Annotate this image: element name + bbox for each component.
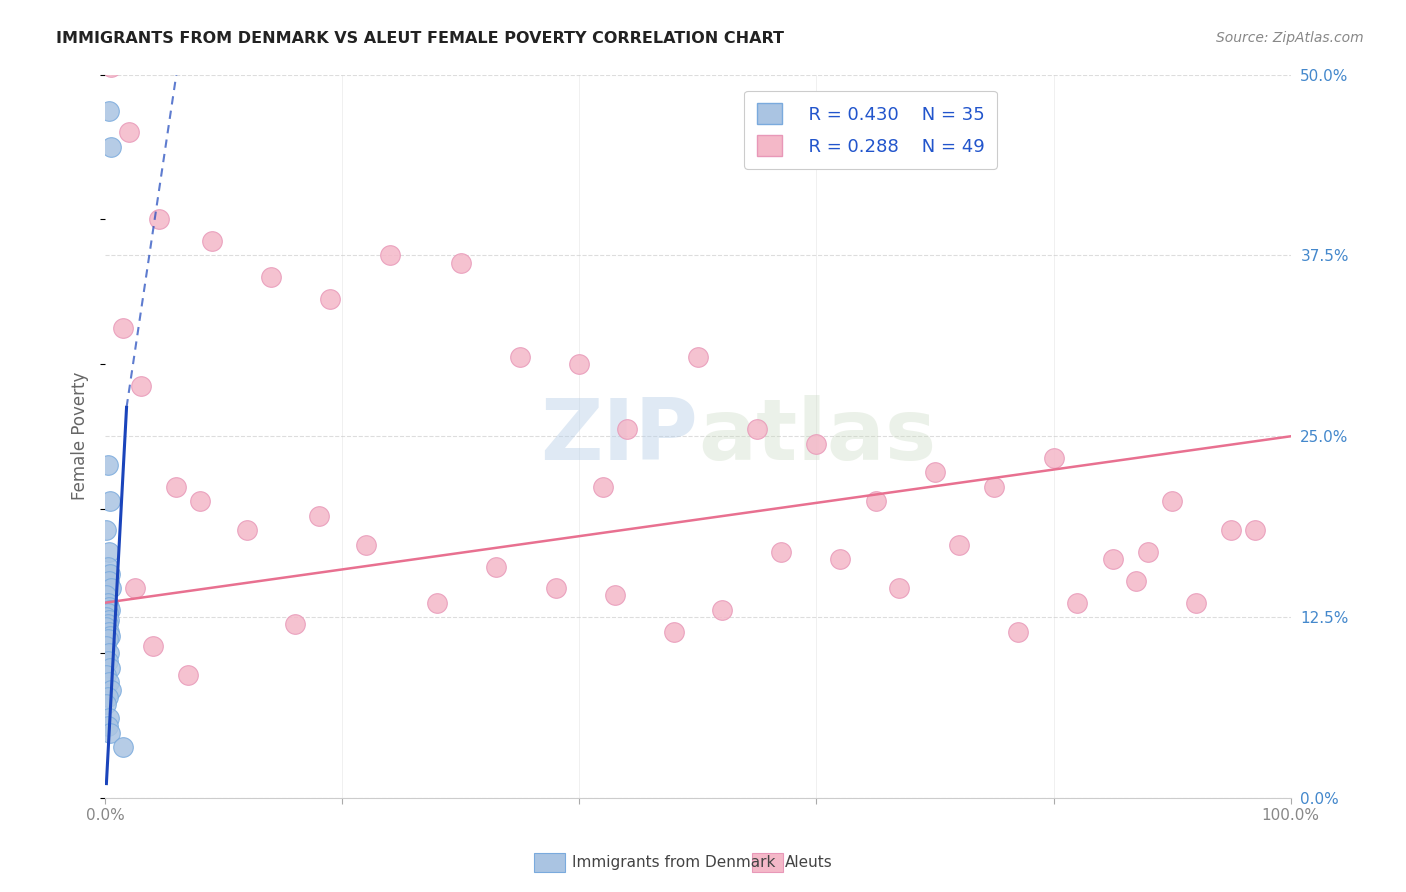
- Point: [308, 508, 330, 523]
- Point: [686, 350, 709, 364]
- Point: [1244, 524, 1267, 538]
- Point: [98, 726, 121, 740]
- Point: [97, 675, 120, 690]
- Legend:   R = 0.430    N = 35,   R = 0.288    N = 49: R = 0.430 N = 35, R = 0.288 N = 49: [744, 91, 997, 169]
- Point: [378, 248, 401, 262]
- Point: [96, 668, 118, 682]
- Text: atlas: atlas: [697, 395, 936, 478]
- Point: [97, 574, 120, 588]
- Text: Aleuts: Aleuts: [785, 855, 832, 870]
- Text: Immigrants from Denmark: Immigrants from Denmark: [572, 855, 776, 870]
- Point: [664, 624, 686, 639]
- Point: [568, 357, 591, 371]
- Point: [747, 422, 769, 436]
- Point: [98, 629, 121, 643]
- Point: [354, 538, 377, 552]
- Point: [1101, 552, 1123, 566]
- Point: [97, 103, 120, 118]
- Point: [100, 60, 122, 74]
- Point: [830, 552, 852, 566]
- Point: [97, 617, 120, 632]
- Point: [319, 292, 342, 306]
- Point: [97, 596, 120, 610]
- Point: [865, 494, 887, 508]
- Point: [96, 639, 118, 653]
- Point: [98, 603, 121, 617]
- Point: [165, 480, 187, 494]
- Point: [948, 538, 970, 552]
- Point: [97, 559, 120, 574]
- Point: [1125, 574, 1147, 588]
- Point: [1066, 596, 1088, 610]
- Point: [889, 581, 911, 595]
- Point: [97, 624, 120, 639]
- Point: [201, 234, 224, 248]
- Point: [592, 480, 614, 494]
- Point: [1137, 545, 1160, 559]
- Point: [97, 719, 120, 733]
- Point: [98, 566, 121, 581]
- Point: [710, 603, 733, 617]
- Point: [100, 140, 122, 154]
- Point: [97, 646, 120, 660]
- Point: [98, 661, 121, 675]
- Point: [100, 581, 122, 595]
- Text: ZIP: ZIP: [540, 395, 697, 478]
- Point: [97, 632, 120, 646]
- Point: [96, 524, 118, 538]
- Point: [96, 589, 118, 603]
- Point: [260, 270, 283, 285]
- Point: [177, 668, 200, 682]
- Point: [1184, 596, 1206, 610]
- Point: [97, 545, 120, 559]
- Point: [924, 466, 946, 480]
- Point: [983, 480, 1005, 494]
- Point: [1161, 494, 1184, 508]
- Point: [485, 559, 508, 574]
- Point: [1007, 624, 1029, 639]
- Point: [603, 589, 626, 603]
- Point: [96, 697, 118, 711]
- Point: [100, 682, 122, 697]
- Point: [769, 545, 792, 559]
- Point: [1220, 524, 1243, 538]
- Point: [97, 711, 120, 725]
- Point: [236, 524, 259, 538]
- Point: [124, 581, 146, 595]
- Point: [97, 654, 120, 668]
- Point: [1042, 450, 1064, 465]
- Point: [806, 436, 828, 450]
- Point: [111, 740, 134, 755]
- Point: [129, 378, 152, 392]
- Point: [118, 125, 141, 139]
- Point: [97, 600, 120, 615]
- Point: [509, 350, 531, 364]
- Y-axis label: Female Poverty: Female Poverty: [72, 372, 89, 500]
- Point: [97, 690, 120, 704]
- Point: [111, 320, 134, 334]
- Point: [97, 613, 120, 627]
- Text: Source: ZipAtlas.com: Source: ZipAtlas.com: [1216, 31, 1364, 45]
- Point: [142, 639, 165, 653]
- Point: [96, 610, 118, 624]
- Point: [98, 494, 121, 508]
- Point: [544, 581, 567, 595]
- Point: [450, 255, 472, 269]
- Point: [616, 422, 638, 436]
- Point: [188, 494, 211, 508]
- Point: [426, 596, 449, 610]
- Point: [97, 606, 120, 620]
- Point: [97, 458, 120, 473]
- Point: [148, 212, 170, 227]
- Point: [284, 617, 307, 632]
- Point: [96, 620, 118, 634]
- Text: IMMIGRANTS FROM DENMARK VS ALEUT FEMALE POVERTY CORRELATION CHART: IMMIGRANTS FROM DENMARK VS ALEUT FEMALE …: [56, 31, 785, 46]
